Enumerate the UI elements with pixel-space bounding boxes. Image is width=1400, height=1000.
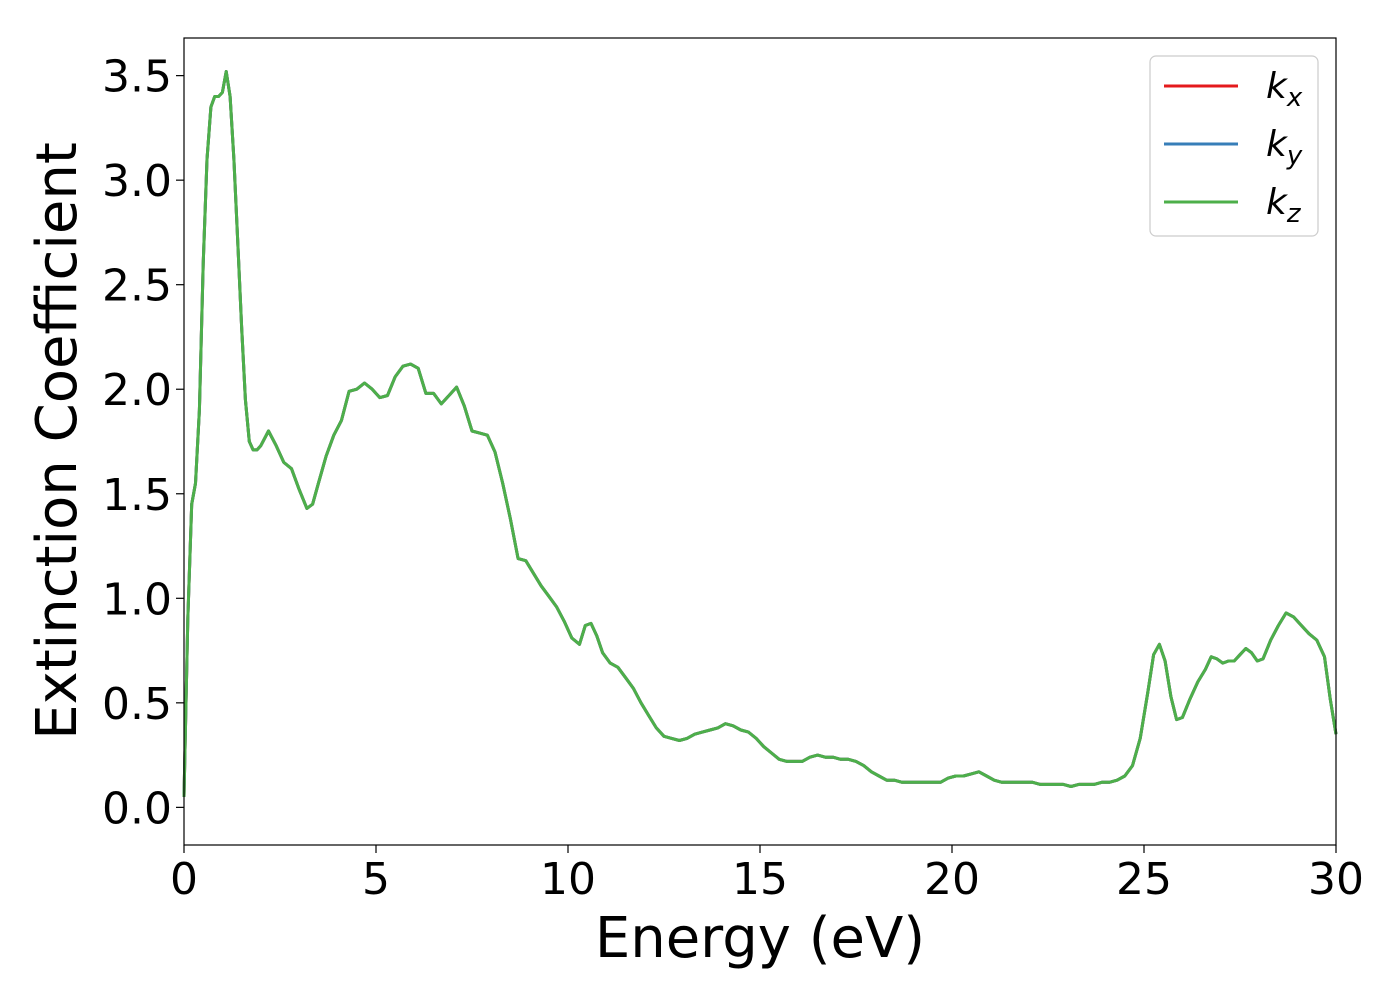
x-tick-label: 25 — [1116, 854, 1172, 905]
y-tick-label: 0.5 — [102, 679, 172, 730]
y-axis-title: Extinction Coefficient — [25, 142, 90, 740]
series-layer — [182, 70, 1338, 797]
y-tick-label: 2.5 — [102, 261, 172, 312]
legend-label-kx: kx — [1266, 66, 1303, 113]
x-tick-label: 30 — [1308, 854, 1364, 905]
x-tick-label: 5 — [362, 854, 390, 905]
y-tick-label: 3.5 — [102, 52, 172, 103]
legend-label-ky: ky — [1266, 124, 1303, 171]
x-tick-label: 10 — [540, 854, 596, 905]
legend-box — [1149, 55, 1319, 237]
legend-label-base: k — [1266, 124, 1289, 165]
legend-label-subscript: z — [1286, 199, 1302, 229]
legend-label-base: k — [1266, 66, 1289, 107]
x-axis-title: Energy (eV) — [595, 906, 925, 971]
x-tick-label: 20 — [924, 854, 980, 905]
legend-label-base: k — [1266, 182, 1289, 223]
x-tick-label: 0 — [170, 854, 198, 905]
x-tick-label: 15 — [732, 854, 788, 905]
y-tick-label: 1.5 — [102, 470, 172, 521]
y-tick-label: 1.0 — [102, 574, 172, 625]
y-tick-label: 2.0 — [102, 365, 172, 416]
x-axis: 0 5 10 15 20 25 30 — [170, 845, 1364, 905]
y-tick-label: 3.0 — [102, 156, 172, 207]
legend-label-subscript: y — [1286, 141, 1303, 171]
y-tick-label: 0.0 — [102, 783, 172, 834]
legend-label-subscript: x — [1286, 83, 1303, 113]
y-axis: 0.0 0.5 1.0 1.5 2.0 2.5 3.0 3.5 — [102, 52, 184, 834]
legend-label-kz: kz — [1266, 182, 1302, 229]
series-line-kz — [182, 70, 1338, 797]
